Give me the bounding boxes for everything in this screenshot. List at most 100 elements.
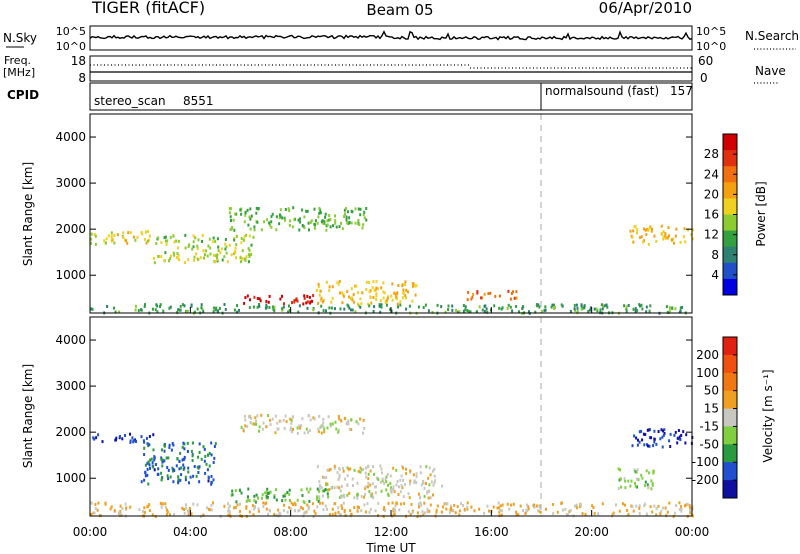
colorbar-tick-label: 12 <box>704 228 719 242</box>
data-cell <box>207 507 210 511</box>
data-cell <box>393 291 396 295</box>
data-cell <box>462 304 465 307</box>
data-cell <box>689 508 691 512</box>
data-cell <box>317 282 320 286</box>
data-cell <box>509 305 512 309</box>
data-cell <box>573 307 576 311</box>
data-cell <box>325 280 328 284</box>
data-cell <box>519 504 522 508</box>
data-cell <box>104 501 107 505</box>
data-cell <box>387 501 390 505</box>
data-cell <box>328 513 331 516</box>
data-cell <box>177 246 180 250</box>
time-tick-label: 20:00 <box>574 525 609 539</box>
data-cell <box>365 288 368 291</box>
data-cell <box>679 438 682 441</box>
data-cell <box>210 441 213 445</box>
data-cell <box>250 416 253 420</box>
data-cell <box>187 513 190 517</box>
data-cell <box>245 499 248 503</box>
data-cell <box>317 500 320 503</box>
data-cell <box>380 286 383 290</box>
colorbar-tick-label: 200 <box>696 348 719 362</box>
data-cell <box>494 294 497 298</box>
data-cell <box>233 236 236 240</box>
data-cell <box>364 466 367 470</box>
data-cell <box>245 233 248 237</box>
data-cell <box>188 507 191 510</box>
data-cell <box>691 228 694 232</box>
data-cell <box>296 426 299 430</box>
data-cell <box>346 421 349 425</box>
data-cell <box>652 471 655 475</box>
data-cell <box>405 307 408 311</box>
data-cell <box>163 259 166 263</box>
data-cell <box>231 489 234 493</box>
data-cell <box>660 509 663 513</box>
data-cell <box>190 449 193 453</box>
data-cell <box>149 458 152 462</box>
data-cell <box>466 501 469 505</box>
data-cell <box>296 432 299 435</box>
data-cell <box>300 488 303 492</box>
data-cell <box>269 490 272 494</box>
data-cell <box>684 240 687 244</box>
data-cell <box>247 223 250 227</box>
data-cell <box>192 474 195 478</box>
data-cell <box>183 304 186 308</box>
data-cell <box>256 297 259 300</box>
data-cell <box>328 306 331 310</box>
data-cell <box>172 480 175 484</box>
data-cell <box>160 478 163 482</box>
data-cell <box>341 227 344 231</box>
data-cell <box>154 515 157 519</box>
data-cell <box>645 469 648 473</box>
data-cell <box>159 501 162 505</box>
data-cell <box>320 486 323 490</box>
data-cell <box>249 217 252 221</box>
data-cell <box>415 475 418 478</box>
data-cell <box>634 481 636 485</box>
data-cell <box>183 457 186 461</box>
data-cell <box>176 252 179 255</box>
data-cell <box>350 418 353 422</box>
data-cell <box>284 492 287 496</box>
data-cell <box>632 307 635 311</box>
data-cell <box>339 489 342 493</box>
data-cell <box>636 309 639 313</box>
data-cell <box>481 296 484 300</box>
data-cell <box>169 513 171 517</box>
data-cell <box>230 227 233 231</box>
data-cell <box>308 429 311 433</box>
data-cell <box>311 502 314 506</box>
data-cell <box>375 280 378 284</box>
data-cell <box>360 302 363 306</box>
data-cell <box>644 228 647 232</box>
data-cell <box>416 511 419 515</box>
data-cell <box>691 237 694 241</box>
data-cell <box>379 299 382 303</box>
data-cell <box>464 308 467 312</box>
data-cell <box>652 469 655 473</box>
data-cell <box>213 306 216 310</box>
data-cell <box>316 505 319 509</box>
data-cell <box>152 465 155 469</box>
data-cell <box>90 501 93 505</box>
data-cell <box>353 496 356 500</box>
data-cell <box>191 247 194 251</box>
data-cell <box>248 306 251 310</box>
data-cell <box>134 438 137 442</box>
data-cell <box>645 305 648 309</box>
freq-panel: Freq. [MHz] 18 8 60 0 Nave <box>3 54 786 85</box>
data-cell <box>664 232 667 236</box>
data-cell <box>97 433 100 437</box>
data-cell <box>211 240 214 244</box>
data-cell <box>212 310 215 314</box>
data-cell <box>90 237 93 241</box>
data-cell <box>370 494 373 498</box>
data-cell <box>228 504 231 508</box>
data-cell <box>485 307 488 311</box>
velocity-data-layer <box>90 413 694 519</box>
data-cell <box>456 505 459 509</box>
data-cell <box>316 495 319 499</box>
